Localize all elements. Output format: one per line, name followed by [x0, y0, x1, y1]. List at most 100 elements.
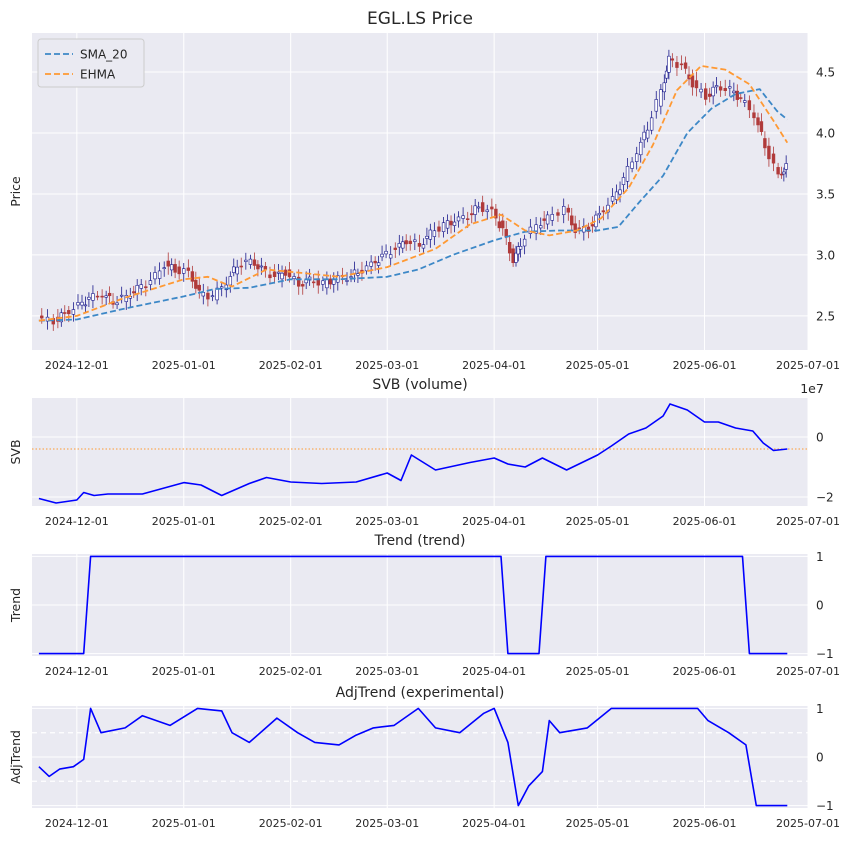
candle-body	[752, 112, 756, 119]
subplot-title: AdjTrend (experimental)	[336, 685, 505, 701]
candle-body	[292, 276, 296, 279]
candle-body	[776, 167, 780, 175]
candle-body	[545, 214, 550, 225]
candle-body	[124, 295, 128, 302]
candle-body	[784, 163, 788, 170]
candle-body	[119, 294, 124, 297]
candle-body	[67, 310, 71, 315]
y-tick-label: 3.5	[816, 187, 835, 201]
candle-body	[445, 220, 450, 229]
candle-body	[283, 269, 288, 276]
series-line-ehma	[38, 65, 789, 322]
panel-4: 2024-12-01 2025-01-01 2025-02-01 2025-03-01…	[8, 685, 840, 830]
x-tick-label: 2024-12-01	[45, 359, 109, 372]
candle-body	[404, 240, 408, 245]
candle-body	[153, 272, 157, 280]
candle-body	[767, 145, 771, 160]
candle-body	[573, 223, 577, 233]
x-tick-label: 2024-12-01	[45, 817, 109, 830]
candle-body	[268, 274, 272, 279]
candle-body	[301, 284, 305, 287]
candle-body	[441, 222, 446, 232]
candle-body	[345, 280, 349, 282]
candle-body	[157, 270, 162, 279]
x-tick-label: 2025-02-01	[259, 817, 323, 830]
legend: SMA_20 EHMA	[37, 38, 145, 88]
candle-body	[380, 253, 384, 258]
candle-body	[332, 279, 336, 285]
series-line-3-0	[38, 707, 788, 807]
candle-body	[100, 295, 104, 298]
x-tick-label: 2025-07-01	[776, 515, 840, 528]
x-tick-label: 2025-04-01	[462, 817, 526, 830]
candle-body	[466, 218, 470, 220]
subplot-title: Trend (trend)	[374, 533, 466, 549]
candle-body	[166, 260, 170, 267]
y-axis-label: Price	[8, 176, 23, 207]
candle-body	[397, 243, 402, 248]
candle-body	[718, 86, 723, 91]
y-scale-label: 1e7	[800, 381, 824, 396]
candle-body	[91, 293, 95, 301]
candle-body	[485, 209, 489, 212]
candle-body	[259, 265, 264, 268]
x-tick-label: 2025-06-01	[673, 665, 737, 678]
candle-body	[501, 220, 505, 229]
candle-body	[739, 97, 743, 99]
x-tick-label: 2025-04-01	[462, 515, 526, 528]
panel-2: 2024-12-01 2025-01-01 2025-02-01 2025-03-01…	[8, 377, 840, 528]
candle-body	[683, 62, 688, 69]
candle-body	[621, 177, 626, 185]
candle-body	[699, 88, 703, 93]
x-tick-label: 2025-02-01	[259, 359, 323, 372]
candle-body	[63, 312, 67, 314]
y-tick-label: −2	[816, 491, 834, 505]
x-tick-label: 2025-02-01	[259, 515, 323, 528]
candle-body	[618, 189, 622, 195]
candle-body	[287, 269, 292, 278]
candle-body	[759, 121, 764, 132]
candle-body	[413, 239, 417, 242]
panel-1: 2024-12-01 2025-01-01 2025-02-01 2025-03-01…	[8, 9, 840, 372]
candle-body	[384, 250, 388, 255]
x-tick-label: 2025-02-01	[259, 665, 323, 678]
candle-body	[586, 226, 591, 232]
candle-body	[169, 264, 174, 271]
candle-body	[590, 224, 595, 227]
candle-body	[408, 240, 412, 244]
candle-body	[497, 221, 502, 229]
x-tick-label: 2025-05-01	[566, 515, 630, 528]
candle-body	[714, 85, 719, 88]
y-tick-label: 3.0	[816, 248, 835, 262]
candle-body	[562, 206, 566, 215]
candle-body	[256, 264, 260, 270]
candle-body	[782, 171, 786, 175]
candle-body	[461, 215, 465, 219]
candle-body	[107, 292, 112, 297]
candle-body	[703, 88, 708, 100]
candle-body	[235, 266, 239, 275]
candle-body	[215, 287, 219, 301]
candle-body	[95, 295, 100, 298]
candle-body	[239, 265, 243, 268]
panel-3: 2024-12-01 2025-01-01 2025-02-01 2025-03-01…	[8, 533, 840, 678]
candle-body	[232, 266, 236, 273]
candle-body	[162, 267, 166, 269]
candle-body	[708, 93, 712, 97]
candle-body	[570, 215, 574, 226]
candle-body	[206, 292, 210, 300]
x-tick-label: 2025-06-01	[673, 515, 737, 528]
candle-body	[197, 284, 201, 291]
subplot-title: EGL.LS Price	[367, 9, 473, 29]
candles	[40, 49, 788, 331]
candle-body	[456, 216, 461, 222]
candle-body	[393, 247, 397, 250]
candle-body	[328, 278, 333, 285]
candle-body	[115, 302, 119, 306]
candle-body	[542, 218, 546, 221]
candle-body	[690, 75, 695, 88]
y-axis-label: AdjTrend	[8, 730, 23, 784]
candle-body	[494, 208, 498, 219]
candle-body	[550, 214, 554, 221]
